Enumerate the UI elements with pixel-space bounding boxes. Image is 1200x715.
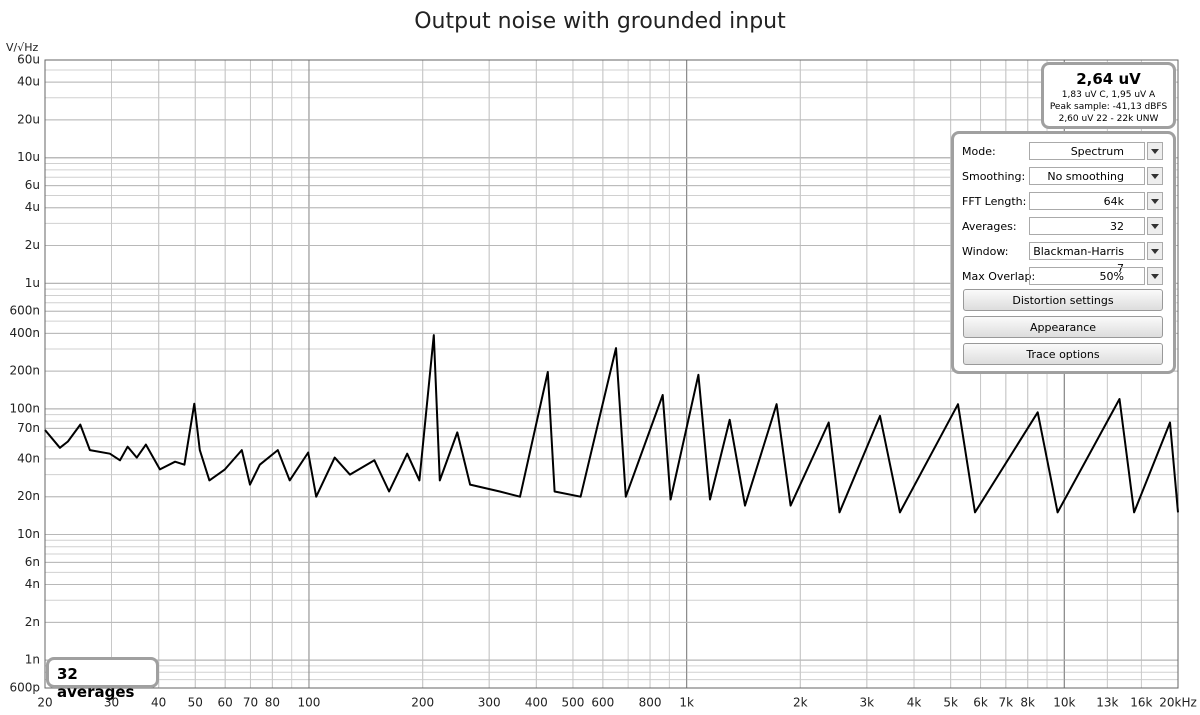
y-tick-label: 400n [9,326,40,340]
y-tick-label: 1u [25,276,40,290]
setting-label: FFT Length: [962,195,1027,208]
x-tick-label: 5k [943,696,958,710]
y-tick-label: 20u [17,112,40,126]
y-tick-label: 6n [25,555,40,569]
grid [44,59,1179,689]
y-tick-label: 600n [9,304,40,318]
setting-dropdown[interactable]: 50% [1029,267,1145,285]
y-tick-label: 600p [9,681,40,695]
dropdown-button[interactable] [1147,242,1163,260]
x-tick-label: 8k [1020,696,1035,710]
y-tick-label: 2n [25,615,40,629]
x-tick-label: 200 [411,696,434,710]
y-tick-label: 4n [25,577,40,591]
dropdown-button[interactable] [1147,267,1163,285]
setting-row: Mode: Spectrum [962,142,1167,162]
y-tick-label: 10u [17,150,40,164]
x-tick-label: 20 [37,696,52,710]
stats-line: 2,60 uV 22 - 22k UNW [1058,114,1159,124]
setting-row: Averages: 32 [962,217,1167,237]
stats-main: 2,64 uV [1076,70,1141,88]
x-tick-label: 1k [679,696,694,710]
setting-label: Max Overlap: [962,270,1036,283]
x-tick-label: 800 [639,696,662,710]
y-tick-label: 2u [25,238,40,252]
setting-dropdown[interactable]: 64k [1029,192,1145,210]
setting-dropdown[interactable]: 32 [1029,217,1145,235]
x-tick-label: 40 [151,696,166,710]
x-tick-label: 400 [525,696,548,710]
panel-button[interactable]: Appearance [963,316,1163,338]
setting-label: Averages: [962,220,1017,233]
x-tick-label: 30 [104,696,119,710]
y-tick-label: 60u [17,53,40,67]
y-tick-label: 4u [25,200,40,214]
setting-label: Smoothing: [962,170,1026,183]
y-tick-label: 40n [17,451,40,465]
setting-row: Smoothing: No smoothing [962,167,1167,187]
x-tick-label: 3k [860,696,875,710]
averages-box: 32 averages [46,657,159,701]
x-tick-label: 50 [188,696,203,710]
x-tick-label: 2k [793,696,808,710]
dropdown-button[interactable] [1147,217,1163,235]
y-tick-label: 6u [25,178,40,192]
y-unit-label: V/√Hz [6,41,39,54]
trace [44,334,1179,514]
dropdown-button[interactable] [1147,167,1163,185]
settings-panel: Mode: Spectrum Smoothing: No smoothing FFT L… [951,131,1176,374]
x-tick-label: 70 [243,696,258,710]
x-tick-label: 20kHz [1159,696,1197,710]
y-tick-label: 70n [17,421,40,435]
setting-dropdown[interactable]: No smoothing [1029,167,1145,185]
dropdown-button[interactable] [1147,192,1163,210]
x-tick-label: 60 [218,696,233,710]
setting-row: FFT Length: 64k [962,192,1167,212]
chart-title: Output noise with grounded input [414,9,786,34]
y-tick-label: 1n [25,653,40,667]
x-tick-label: 600 [591,696,614,710]
x-tick-label: 300 [478,696,501,710]
x-tick-label: 100 [298,696,321,710]
x-tick-label: 80 [265,696,280,710]
stats-line: Peak sample: -41,13 dBFS [1049,102,1168,112]
x-tick-label: 10k [1053,696,1075,710]
setting-label: Mode: [962,145,996,158]
panel-button[interactable]: Distortion settings [963,289,1163,311]
x-tick-label: 4k [907,696,922,710]
x-tick-label: 6k [973,696,988,710]
setting-row: Max Overlap: 50% [962,267,1167,287]
setting-row: Window: Blackman-Harris 7 [962,242,1167,275]
panel-button[interactable]: Trace options [963,343,1163,365]
x-tick-label: 13k [1096,696,1118,710]
setting-dropdown[interactable]: Blackman-Harris 7 [1029,242,1145,275]
dropdown-button[interactable] [1147,142,1163,160]
setting-dropdown[interactable]: Spectrum [1029,142,1145,160]
x-tick-label: 7k [999,696,1014,710]
stats-line: 1,83 uV C, 1,95 uV A [1061,90,1156,100]
y-tick-label: 20n [17,489,40,503]
y-tick-label: 40u [17,75,40,89]
x-tick-label: 16k [1130,696,1152,710]
y-tick-label: 200n [9,364,40,378]
y-tick-label: 10n [17,527,40,541]
stats-panel: 2,64 uV 1,83 uV C, 1,95 uV A Peak sample… [1041,62,1176,129]
setting-label: Window: [962,245,1009,258]
plot-frame [44,59,1179,689]
y-tick-label: 100n [9,401,40,415]
x-tick-label: 500 [562,696,585,710]
